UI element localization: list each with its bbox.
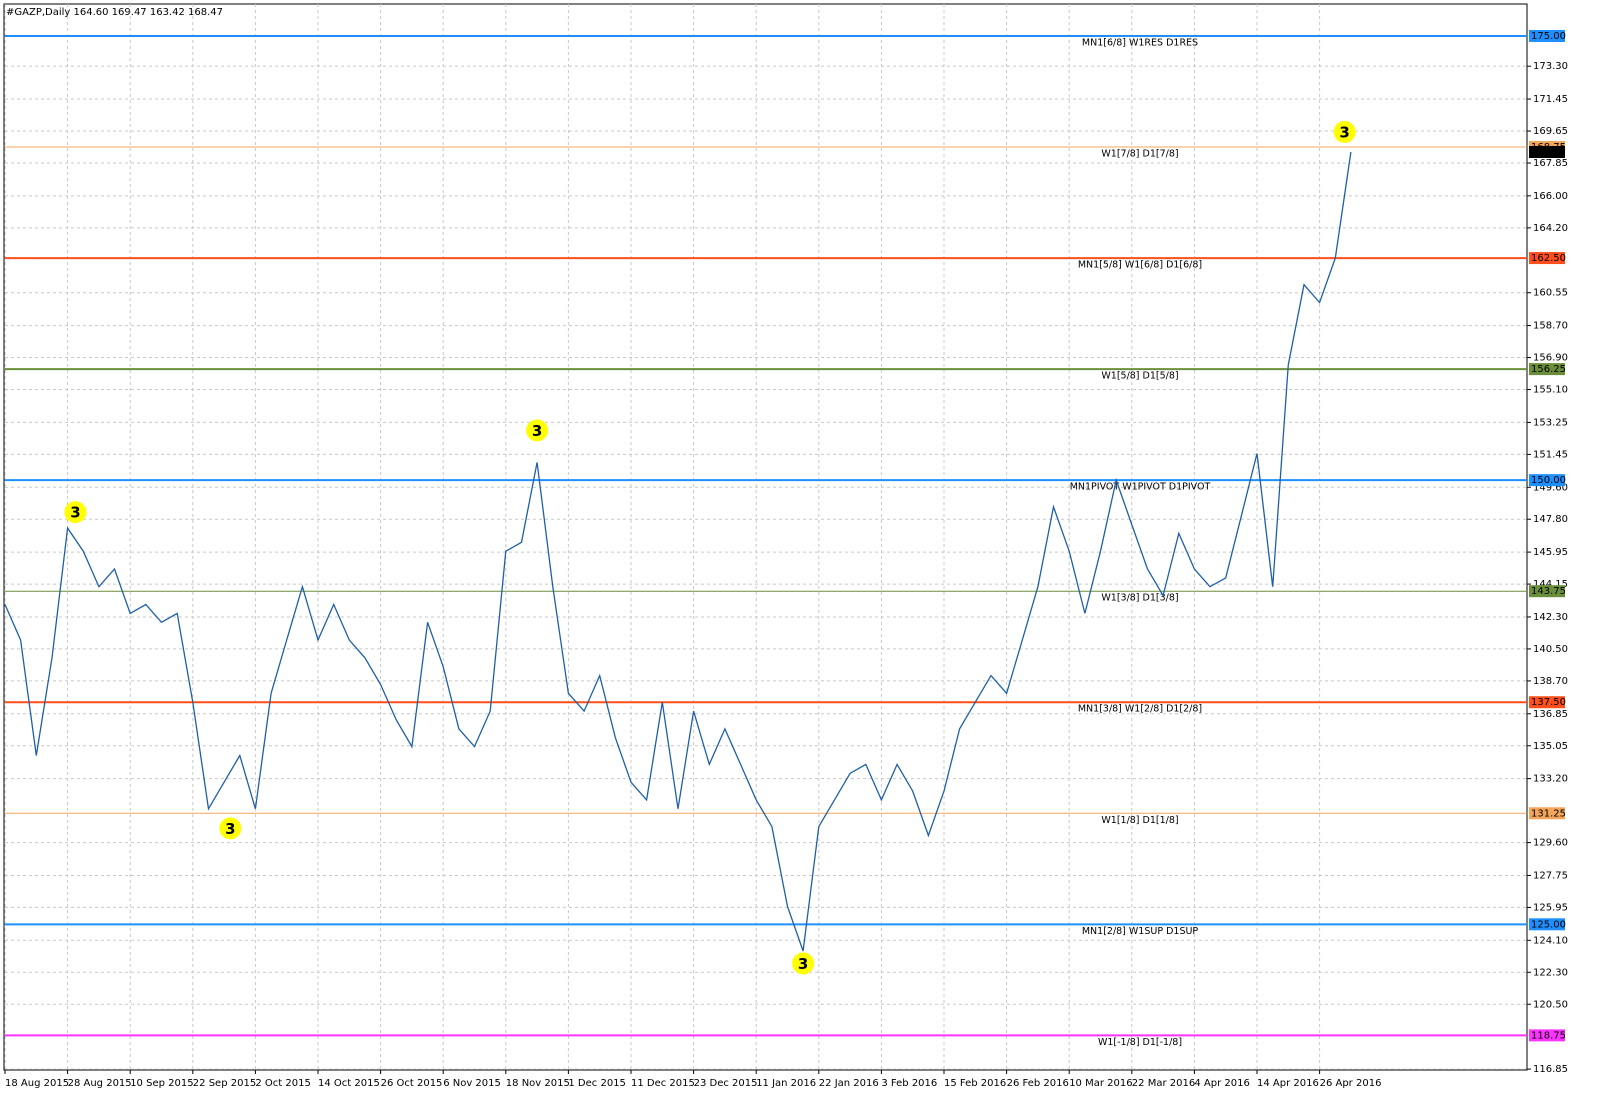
y-tick-label: 153.25	[1533, 417, 1568, 428]
x-tick-label: 15 Feb 2016	[944, 1078, 1006, 1089]
level-name: W1[7/8] D1[7/8]	[1101, 149, 1178, 160]
x-tick-label: 2 Oct 2015	[255, 1078, 310, 1089]
y-tick-label: 122.30	[1533, 967, 1568, 978]
level-price-box	[1529, 807, 1565, 820]
x-tick-label: 11 Dec 2015	[631, 1078, 695, 1089]
y-tick-label: 173.30	[1533, 61, 1568, 72]
y-tick-label: 171.45	[1533, 94, 1568, 105]
y-tick-label: 120.50	[1533, 999, 1568, 1010]
y-tick-label: 167.85	[1533, 158, 1568, 169]
y-tick-label: 142.30	[1533, 612, 1568, 623]
level-price-box	[1529, 918, 1565, 931]
y-tick-label: 116.85	[1533, 1064, 1568, 1075]
level-name: MN1[6/8] W1RES D1RES	[1082, 37, 1198, 48]
y-tick-label: 160.55	[1533, 288, 1568, 299]
level-name: MN1[5/8] W1[6/8] D1[6/8]	[1078, 260, 1202, 271]
x-tick-label: 14 Oct 2015	[318, 1078, 380, 1089]
y-tick-label: 158.70	[1533, 321, 1568, 332]
x-tick-label: 26 Oct 2015	[381, 1078, 443, 1089]
x-tick-label: 18 Aug 2015	[5, 1078, 69, 1089]
x-tick-label: 10 Mar 2016	[1069, 1078, 1132, 1089]
y-tick-label: 164.20	[1533, 223, 1568, 234]
x-tick-label: 1 Dec 2015	[568, 1078, 626, 1089]
last-price-label: 168.47	[1531, 147, 1566, 158]
level-price-label: 125.00	[1531, 919, 1566, 930]
x-tick-label: 22 Jan 2016	[819, 1078, 879, 1089]
x-tick-label: 4 Apr 2016	[1194, 1078, 1249, 1089]
level-price-label: 156.25	[1531, 364, 1566, 375]
swing-label: 3	[225, 820, 235, 838]
level-price-label: 131.25	[1531, 808, 1566, 819]
level-name: W1[-1/8] D1[-1/8]	[1098, 1037, 1182, 1048]
level-price-label: 175.00	[1531, 31, 1566, 42]
y-tick-label: 140.50	[1533, 644, 1568, 655]
y-tick-label: 138.70	[1533, 676, 1568, 687]
level-price-label: 137.50	[1531, 697, 1566, 708]
level-price-label: 162.50	[1531, 253, 1566, 264]
swing-marker	[219, 817, 242, 840]
level-name: MN1[3/8] W1[2/8] D1[2/8]	[1078, 704, 1202, 715]
x-tick-label: 23 Dec 2015	[694, 1078, 758, 1089]
y-tick-label: 149.60	[1533, 482, 1568, 493]
swing-marker	[526, 419, 549, 442]
swing-label: 3	[70, 504, 80, 522]
y-tick-label: 144.15	[1533, 579, 1568, 590]
swing-marker	[64, 501, 87, 524]
level-price-box	[1529, 252, 1565, 265]
x-tick-label: 10 Sep 2015	[130, 1078, 193, 1089]
swing-label: 3	[1339, 123, 1349, 141]
level-price-box	[1529, 696, 1565, 709]
swing-marker	[1333, 120, 1356, 143]
level-price-box	[1529, 1029, 1565, 1042]
x-tick-label: 6 Nov 2015	[443, 1078, 501, 1089]
x-tick-label: 26 Feb 2016	[1007, 1078, 1069, 1089]
x-tick-label: 22 Sep 2015	[193, 1078, 256, 1089]
chart-title: #GAZP,Daily 164.60 169.47 163.42 168.47	[6, 7, 223, 18]
level-price-box	[1529, 29, 1565, 42]
level-price-label: 143.75	[1531, 586, 1566, 597]
last-price-box	[1529, 145, 1565, 158]
y-tick-label: 145.95	[1533, 547, 1568, 558]
x-tick-label: 3 Feb 2016	[881, 1078, 937, 1089]
y-tick-label: 166.00	[1533, 191, 1568, 202]
level-price-box	[1529, 474, 1565, 487]
x-tick-label: 14 Apr 2016	[1257, 1078, 1319, 1089]
y-tick-label: 127.75	[1533, 870, 1568, 881]
level-name: W1[3/8] D1[3/8]	[1101, 593, 1178, 604]
level-price-box	[1529, 585, 1565, 598]
level-name: MN1PIVOT W1PIVOT D1PIVOT	[1070, 482, 1211, 493]
level-name: W1[5/8] D1[5/8]	[1101, 371, 1178, 382]
y-tick-label: 156.90	[1533, 353, 1568, 364]
x-tick-label: 28 Aug 2015	[68, 1078, 132, 1089]
y-tick-label: 135.05	[1533, 741, 1568, 752]
x-tick-label: 22 Mar 2016	[1132, 1078, 1195, 1089]
y-tick-label: 151.45	[1533, 449, 1568, 460]
level-name: W1[1/8] D1[1/8]	[1101, 815, 1178, 826]
x-tick-label: 11 Jan 2016	[756, 1078, 816, 1089]
plot-frame	[3, 3, 1528, 1071]
price-line	[4, 151, 1352, 952]
x-tick-label: 18 Nov 2015	[506, 1078, 570, 1089]
y-tick-label: 147.80	[1533, 514, 1568, 525]
y-tick-label: 136.85	[1533, 709, 1568, 720]
y-tick-label: 124.10	[1533, 935, 1568, 946]
level-price-label: 150.00	[1531, 475, 1566, 486]
x-tick-label: 26 Apr 2016	[1320, 1078, 1382, 1089]
y-tick-label: 155.10	[1533, 385, 1568, 396]
y-tick-label: 129.60	[1533, 838, 1568, 849]
swing-label: 3	[532, 422, 542, 440]
swing-label: 3	[798, 955, 808, 973]
y-tick-label: 169.65	[1533, 126, 1568, 137]
level-price-label: 118.75	[1531, 1030, 1566, 1041]
y-tick-label: 125.95	[1533, 902, 1568, 913]
y-tick-label: 133.20	[1533, 774, 1568, 785]
level-price-box	[1529, 363, 1565, 376]
swing-marker	[792, 952, 815, 975]
level-name: MN1[2/8] W1SUP D1SUP	[1082, 926, 1199, 937]
